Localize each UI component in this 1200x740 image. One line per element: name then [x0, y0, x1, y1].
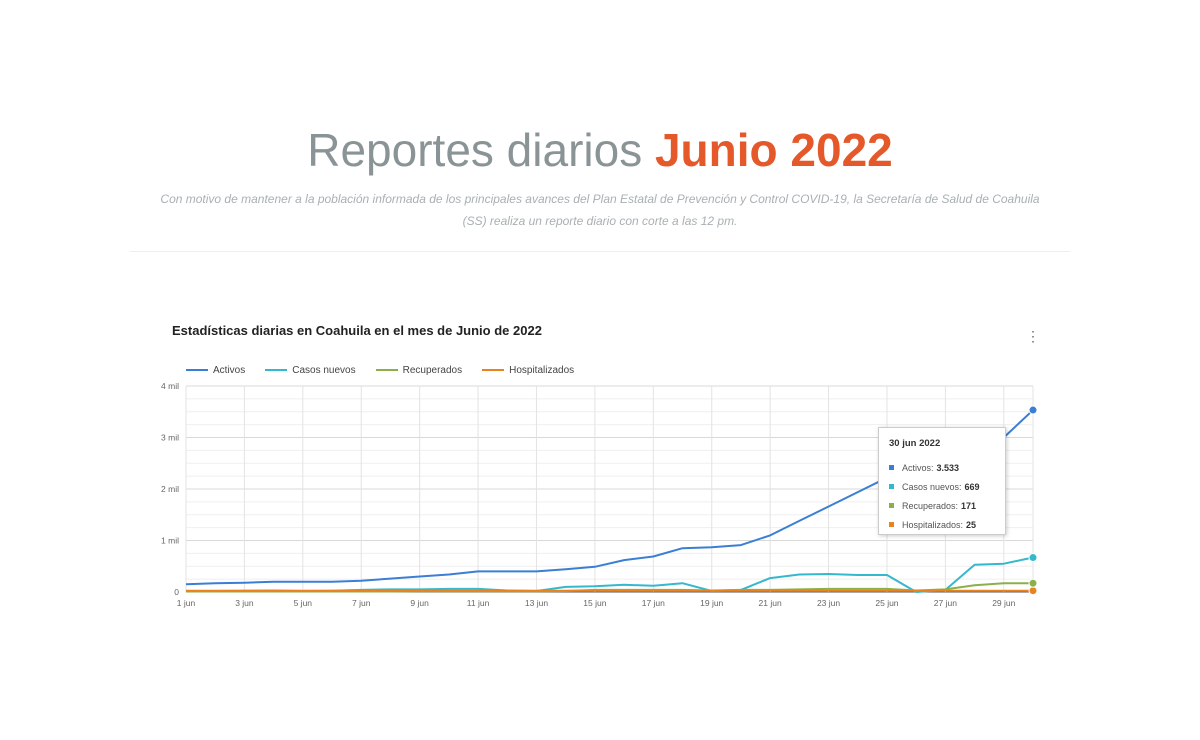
legend-swatch: [186, 369, 208, 371]
x-tick-label: 27 jun: [934, 598, 957, 608]
legend-label: Recuperados: [402, 364, 463, 376]
tooltip-label: Hospitalizados:: [902, 519, 964, 530]
y-tick-label: 0: [174, 587, 179, 597]
tooltip-value: 171: [961, 500, 977, 511]
tooltip-label: Activos:: [902, 462, 934, 473]
title-accent: Junio 2022: [654, 124, 893, 176]
end-marker-hospitalizados: [1028, 586, 1038, 596]
end-marker-casos-nuevos: [1028, 553, 1038, 563]
tooltip-swatch: [889, 522, 894, 527]
axis-labels: 0 1 mil 2 mil 3 mil 4 mil 1 jun 3 jun 5 jun 7 ju…: [161, 381, 1016, 608]
x-tick-label: 9 jun: [410, 598, 429, 608]
legend-item-activos[interactable]: Activos: [186, 365, 245, 376]
end-markers: [1028, 405, 1038, 596]
chart-tooltip: 30 jun 2022 Activos: 3.533 Casos nuevos: 66…: [878, 427, 1006, 535]
header-divider: [130, 251, 1070, 252]
tooltip-value: 669: [964, 481, 980, 492]
title-plain: Reportes diarios: [307, 124, 643, 176]
tooltip-value: 3.533: [936, 462, 960, 473]
legend-label: Activos: [213, 364, 246, 376]
tooltip-swatch: [889, 465, 894, 470]
tooltip-value: 25: [966, 519, 977, 530]
x-tick-label: 13 jun: [525, 598, 548, 608]
x-tick-label: 11 jun: [467, 598, 490, 608]
legend-swatch: [265, 369, 288, 371]
page-subtitle: Con motivo de mantener a la población in…: [160, 192, 1040, 228]
chart-legend: Activos Casos nuevos Recuperados Hospitaliz…: [186, 362, 594, 378]
x-tick-label: 15 jun: [583, 598, 606, 608]
x-tick-label: 21 jun: [759, 598, 782, 608]
legend-item-recuperados[interactable]: Recuperados: [375, 364, 463, 376]
tooltip-swatch: [889, 503, 894, 508]
tooltip-label: Recuperados:: [902, 500, 959, 511]
x-tick-label: 29 jun: [992, 598, 1015, 608]
y-tick-label: 4 mil: [161, 381, 179, 391]
x-tick-label: 3 jun: [235, 598, 254, 608]
tooltip-swatch: [889, 484, 894, 489]
y-tick-label: 2 mil: [161, 484, 179, 494]
page-title: Reportes diarios Junio 2022: [0, 118, 1200, 182]
tooltip-row: Recuperados: 171: [889, 496, 995, 515]
x-tick-label: 5 jun: [294, 598, 313, 608]
tooltip-row: Casos nuevos: 669: [889, 477, 995, 496]
end-marker-activos: [1028, 405, 1038, 415]
chart-title: Estadísticas diarias en Coahuila en el m…: [172, 323, 542, 338]
legend-item-casos-nuevos[interactable]: Casos nuevos: [265, 364, 356, 376]
page-header: Reportes diarios Junio 2022 Con motivo d…: [0, 118, 1200, 232]
x-tick-label: 17 jun: [642, 598, 665, 608]
x-tick-label: 19 jun: [700, 598, 723, 608]
tooltip-row: Activos: 3.533: [889, 458, 995, 477]
end-marker-recuperados: [1028, 578, 1038, 588]
legend-item-hospitalizados[interactable]: Hospitalizados: [482, 365, 574, 376]
legend-swatch: [482, 369, 505, 371]
x-tick-label: 23 jun: [817, 598, 840, 608]
legend-label: Casos nuevos: [292, 364, 356, 376]
legend-swatch: [375, 369, 398, 371]
x-tick-label: 25 jun: [875, 598, 898, 608]
tooltip-label: Casos nuevos:: [902, 481, 962, 492]
x-tick-label: 7 jun: [352, 598, 371, 608]
legend-label: Hospitalizados: [509, 364, 575, 376]
x-tick-label: 1 jun: [177, 598, 196, 608]
tooltip-date: 30 jun 2022: [889, 438, 941, 449]
y-tick-label: 3 mil: [161, 433, 179, 443]
y-tick-label: 1 mil: [161, 536, 179, 546]
tooltip-row: Hospitalizados: 25: [889, 515, 995, 534]
more-vert-icon[interactable]: ⋮: [1026, 328, 1040, 344]
